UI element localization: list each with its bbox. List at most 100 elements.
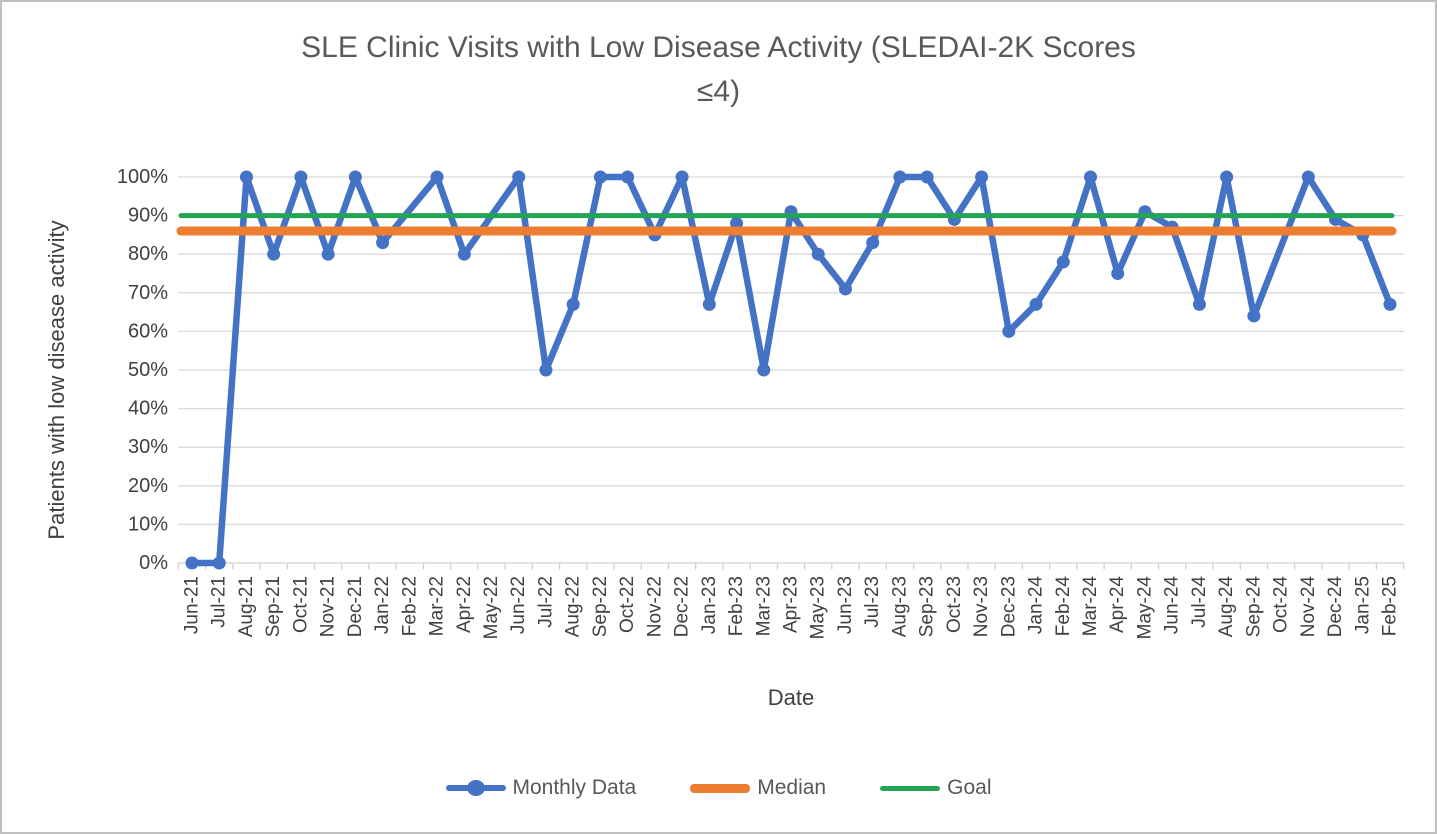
chart-legend: Monthly Data Median Goal: [2, 766, 1435, 810]
data-point-marker: [539, 363, 553, 377]
x-tick-label: Sep-24: [1243, 576, 1264, 638]
data-point-marker: [1002, 324, 1016, 338]
x-tick-label: Jan-24: [1026, 576, 1047, 635]
data-point-marker: [512, 170, 526, 184]
x-tick-label: Jan-25: [1352, 576, 1373, 634]
x-tick-label: Nov-23: [971, 576, 992, 637]
y-tick-label: 70%: [128, 282, 168, 304]
monthly-data-line-icon: [445, 780, 506, 796]
x-tick-label: Dec-24: [1325, 576, 1346, 638]
x-tick-label: Jul-21: [209, 576, 230, 628]
y-tick-label: 50%: [128, 359, 168, 381]
data-point-marker: [702, 297, 716, 311]
x-tick-label: Jul-23: [862, 576, 883, 628]
data-point-marker: [267, 247, 281, 261]
x-tick-label: Jun-22: [508, 576, 529, 634]
data-point-marker: [1383, 297, 1397, 311]
data-point-marker: [566, 297, 580, 311]
x-tick-label: Feb-22: [399, 576, 420, 636]
x-tick-label: Oct-24: [1271, 576, 1292, 633]
x-tick-label: Oct-21: [290, 576, 311, 633]
data-point-marker: [975, 170, 989, 184]
x-tick-label: Aug-23: [889, 576, 910, 637]
data-point-marker: [430, 170, 444, 184]
y-tick-label: 0%: [139, 552, 168, 574]
y-tick-label: 100%: [117, 166, 168, 188]
x-tick-label: Oct-22: [617, 576, 638, 633]
x-tick-label: May-23: [808, 576, 829, 639]
data-point-marker: [757, 363, 771, 377]
x-tick-label: May-22: [481, 576, 502, 639]
data-point-marker: [593, 170, 607, 184]
x-tick-label: Feb-23: [726, 576, 747, 636]
data-point-marker: [1247, 309, 1261, 323]
data-point-marker: [893, 170, 907, 184]
data-point-marker: [1084, 170, 1097, 184]
x-tick-label: Jun-21: [182, 576, 203, 634]
x-tick-label: Nov-24: [1298, 576, 1319, 638]
x-tick-label: Jun-23: [835, 576, 856, 634]
legend-item-median: Median: [690, 776, 826, 800]
data-point-marker: [920, 170, 934, 184]
data-point-marker: [294, 170, 308, 184]
data-point-marker: [212, 556, 226, 570]
x-tick-label: Mar-24: [1080, 576, 1101, 637]
x-tick-label: Aug-24: [1216, 576, 1237, 638]
y-tick-label: 90%: [128, 205, 168, 227]
x-tick-label: Sep-23: [917, 576, 938, 637]
y-tick-label: 40%: [128, 398, 168, 420]
data-point-marker: [185, 556, 199, 570]
x-tick-label: Aug-21: [236, 576, 257, 637]
x-axis-tick-marks: [177, 563, 1405, 570]
x-tick-label: Nov-21: [318, 576, 339, 637]
y-tick-label: 30%: [128, 436, 168, 458]
x-tick-label: Apr-22: [454, 576, 475, 633]
x-axis-tick-labels: Jun-21 Jul-21 Aug-21 Sep-21 Oct-21 Nov-21 Dec-…: [182, 576, 1401, 640]
data-point-marker: [621, 170, 635, 184]
median-line-icon: [690, 783, 751, 793]
data-point-marker: [348, 170, 362, 184]
y-tick-label: 20%: [128, 475, 168, 497]
data-point-marker: [1192, 297, 1206, 311]
legend-item-monthly-data: Monthly Data: [445, 776, 636, 800]
x-tick-label: Dec-21: [345, 576, 366, 637]
data-point-marker: [1301, 170, 1315, 184]
y-axis-title: Patients with low disease activity: [44, 220, 69, 539]
legend-label: Median: [757, 776, 827, 799]
x-tick-label: Feb-25: [1380, 576, 1401, 636]
y-tick-label: 10%: [128, 513, 168, 535]
data-point-marker: [1029, 297, 1043, 311]
x-tick-label: Jun-24: [1162, 576, 1183, 635]
x-tick-label: Jul-22: [535, 576, 556, 628]
x-tick-label: Aug-22: [563, 576, 584, 637]
x-tick-label: Apr-23: [781, 576, 802, 633]
x-tick-label: Oct-23: [944, 576, 965, 633]
data-point-marker: [321, 247, 335, 261]
x-tick-label: Jan-23: [699, 576, 720, 634]
data-point-marker: [675, 170, 689, 184]
x-tick-label: May-24: [1134, 576, 1155, 640]
goal-line-icon: [880, 785, 941, 791]
data-series: [176, 170, 1397, 570]
data-point-marker: [239, 170, 253, 184]
x-axis-title: Date: [768, 685, 814, 710]
data-point-marker: [866, 236, 880, 250]
y-tick-label: 80%: [128, 243, 168, 265]
data-point-marker: [1220, 170, 1234, 184]
data-point-marker: [1056, 255, 1070, 269]
y-tick-label: 60%: [128, 320, 168, 342]
chart-title: SLE Clinic Visits with Low Disease Activ…: [301, 31, 1136, 108]
x-tick-label: Mar-22: [427, 576, 448, 636]
data-point-marker: [376, 236, 390, 250]
x-tick-label: Jan-22: [372, 576, 393, 634]
data-point-marker: [1111, 267, 1125, 280]
x-tick-label: Dec-23: [998, 576, 1019, 637]
x-tick-label: Nov-22: [644, 576, 665, 637]
legend-label: Goal: [947, 776, 992, 799]
data-point-marker: [457, 247, 471, 261]
x-tick-label: Jul-24: [1189, 576, 1210, 628]
x-tick-label: Mar-23: [753, 576, 774, 636]
monthly-data-marker-icon: [466, 780, 485, 796]
